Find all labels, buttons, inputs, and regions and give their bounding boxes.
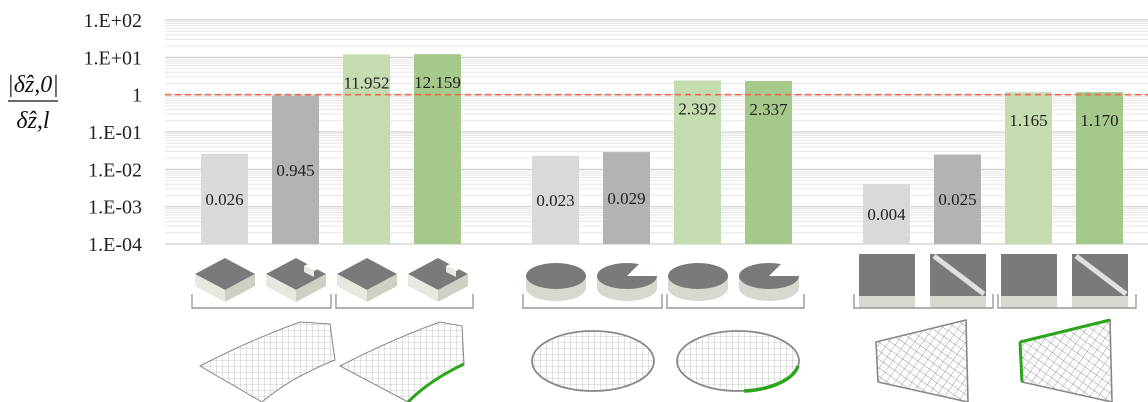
bars <box>201 54 1123 245</box>
bar <box>674 80 721 245</box>
disc-icon <box>526 263 586 301</box>
data-label: 12.159 <box>414 73 461 92</box>
y-axis-label: |δ̂z,0| δ̂z,l <box>7 72 59 134</box>
bar <box>1005 92 1052 245</box>
bar <box>201 153 248 244</box>
geometry-icons <box>195 254 1128 308</box>
y-label-denominator: δ̂z,l <box>16 108 49 134</box>
data-label: 0.945 <box>276 161 314 180</box>
cut-disc-icon <box>597 263 658 301</box>
data-label: 0.004 <box>867 205 906 224</box>
bracket <box>853 294 994 309</box>
disc-icon <box>668 263 728 301</box>
notched-square-plate-icon <box>408 258 468 302</box>
data-label: 1.165 <box>1009 111 1047 130</box>
diagonal-crack-tile-icon <box>930 254 986 308</box>
data-labels: 0.026 0.945 11.952 12.159 0.023 0.029 2.392 2.3… <box>205 73 1118 224</box>
grid-lines <box>165 19 1148 245</box>
data-label: 0.023 <box>536 191 574 210</box>
data-label: 0.025 <box>938 190 976 209</box>
trapezoid-plate-mesh-green-edge <box>1018 318 1113 402</box>
bar <box>272 95 319 244</box>
y-axis-ticks: 1.E+02 1.E+01 1 1.E-01 1.E-02 1.E-03 1.E-04 <box>84 10 143 256</box>
data-label: 0.026 <box>205 190 243 209</box>
curved-shell-mesh-green-edge <box>338 321 465 402</box>
bracket <box>191 294 332 309</box>
data-label: 2.392 <box>678 100 716 119</box>
data-label: 2.337 <box>749 100 788 119</box>
data-label: 0.029 <box>607 189 645 208</box>
bracket <box>522 294 663 309</box>
y-tick-label: 1.E-02 <box>88 159 142 181</box>
y-tick-label: 1.E-04 <box>88 234 142 256</box>
circular-plate-mesh <box>531 330 655 392</box>
bar <box>343 54 390 245</box>
curved-shell-mesh <box>198 321 336 402</box>
bar <box>532 155 579 244</box>
square-plate-icon <box>337 258 397 302</box>
bar <box>745 80 792 244</box>
diagonal-crack-tile-icon <box>1072 254 1128 308</box>
data-label: 11.952 <box>343 73 389 92</box>
bar <box>1076 92 1123 244</box>
bar <box>934 154 981 244</box>
bracket <box>997 294 1137 309</box>
bracket <box>335 294 474 309</box>
square-tile-icon <box>859 254 915 308</box>
data-label: 1.170 <box>1080 111 1118 130</box>
notched-square-plate-icon <box>266 258 326 302</box>
y-tick-label: 1 <box>132 85 142 107</box>
y-label-numerator: |δ̂z,0| <box>7 72 59 98</box>
cut-disc-icon <box>739 263 800 301</box>
square-tile-icon <box>1001 254 1057 308</box>
circular-plate-mesh-green-edge <box>676 330 800 393</box>
bar <box>414 54 461 244</box>
bracket <box>666 294 805 309</box>
y-tick-label: 1.E-03 <box>88 197 142 219</box>
y-tick-label: 1.E-01 <box>88 122 142 144</box>
y-tick-label: 1.E+02 <box>84 10 143 32</box>
pair-brackets <box>191 294 1137 309</box>
bar <box>863 184 910 244</box>
trapezoid-plate-mesh <box>875 318 969 402</box>
bar <box>603 152 650 244</box>
mesh-drawings <box>198 318 1113 402</box>
y-tick-label: 1.E+01 <box>84 47 143 69</box>
square-plate-icon <box>195 258 255 302</box>
